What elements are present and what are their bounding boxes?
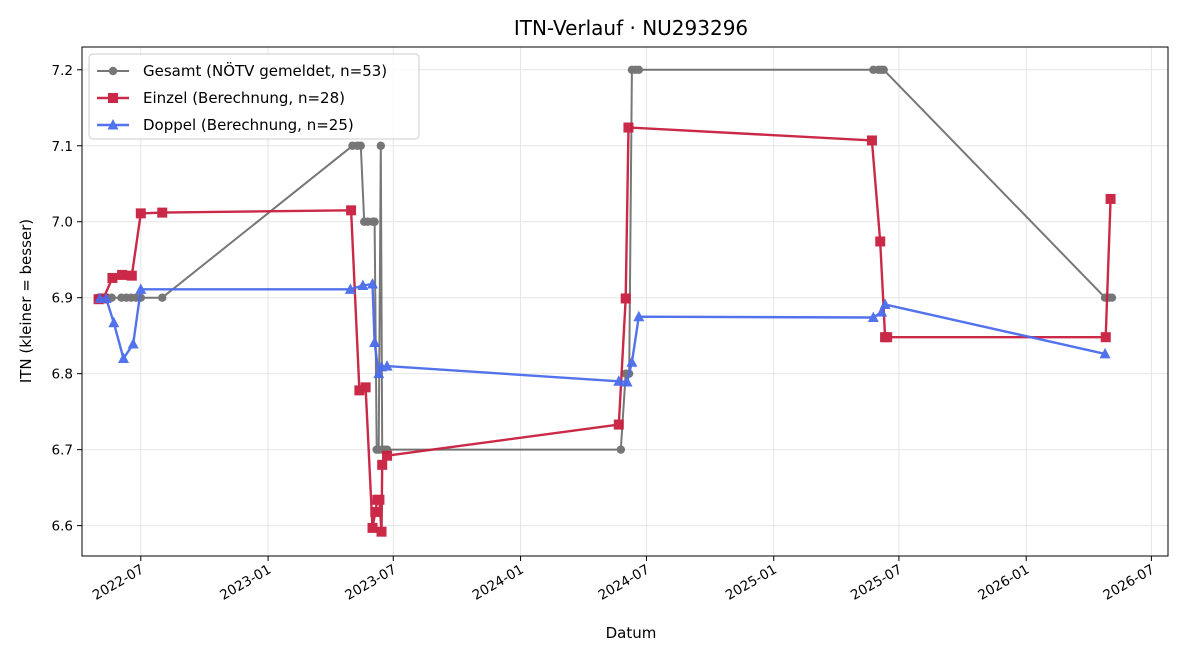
data-point-einzel (354, 385, 365, 396)
data-point-einzel (370, 506, 381, 517)
data-point-doppel (127, 338, 139, 349)
legend-label-doppel: Doppel (Berechnung, n=25) (143, 116, 354, 134)
data-point-einzel (866, 135, 877, 146)
data-point-gesamt (376, 141, 386, 150)
data-point-einzel (360, 382, 371, 393)
data-point-doppel (357, 279, 369, 291)
legend-marker (107, 119, 119, 130)
data-point-einzel (346, 205, 357, 216)
data-point-doppel (626, 356, 638, 367)
plot-frame (81, 46, 1169, 557)
data-point-gesamt (356, 141, 365, 150)
data-point-doppel (621, 376, 633, 387)
y-tick-label: 6.7 (52, 443, 73, 459)
legend: Gesamt (NÖTV gemeldet, n=53) Einzel (Bere… (88, 53, 420, 140)
legend-label-einzel: Einzel (Berechnung, n=28) (143, 89, 345, 107)
data-point-gesamt (879, 65, 888, 74)
data-point-einzel (613, 419, 624, 430)
data-point-doppel (369, 336, 381, 348)
data-point-doppel (344, 283, 356, 294)
data-point-einzel (623, 122, 634, 133)
data-point-doppel (108, 316, 120, 328)
data-point-einzel (367, 522, 378, 533)
data-point-gesamt (158, 293, 167, 302)
data-point-doppel (373, 367, 385, 379)
data-point-doppel (100, 292, 112, 303)
data-point-gesamt (370, 217, 379, 226)
data-point-doppel (879, 298, 891, 310)
chart-title: ITN-Verlauf · NU293296 (514, 16, 748, 40)
data-point-einzel (126, 270, 137, 281)
data-point-doppel (135, 283, 147, 294)
data-point-einzel (882, 332, 893, 343)
y-axis-label: ITN (kleiner = besser) (17, 219, 35, 383)
data-point-doppel (1099, 347, 1111, 359)
series-doppel (94, 278, 1111, 387)
data-point-doppel (633, 310, 645, 322)
legend-box (88, 53, 420, 140)
legend-marker (108, 66, 118, 76)
data-point-einzel (1105, 193, 1116, 204)
data-point-gesamt (616, 445, 626, 454)
y-tick-label: 7.1 (52, 139, 73, 155)
data-point-einzel (875, 236, 886, 247)
data-point-einzel (117, 269, 128, 280)
legend-swatch-doppel (97, 119, 129, 130)
data-point-einzel (620, 293, 631, 304)
legend-entries: Gesamt (NÖTV gemeldet, n=53) Einzel (Bere… (97, 61, 387, 134)
data-point-doppel (867, 311, 879, 322)
y-tick-label: 6.8 (52, 367, 73, 383)
data-point-einzel (377, 459, 388, 470)
data-point-doppel (613, 375, 625, 386)
data-point-doppel (876, 306, 888, 317)
y-tick-label: 7.2 (52, 63, 73, 79)
data-point-einzel (157, 207, 168, 218)
series-einzel (93, 122, 1116, 537)
legend-label-gesamt: Gesamt (NÖTV gemeldet, n=53) (143, 61, 387, 80)
legend-swatch-einzel (97, 93, 129, 103)
y-axis: 6.6 6.7 6.8 6.9 7.0 7.1 7.2 (52, 63, 82, 535)
y-tick-label: 6.6 (52, 519, 73, 535)
data-point-einzel (382, 450, 393, 461)
data-point-gesamt (1107, 293, 1117, 302)
legend-marker (108, 93, 118, 103)
data-point-doppel (381, 360, 393, 371)
data-point-einzel (107, 272, 118, 283)
data-point-doppel (367, 278, 379, 289)
legend-swatch-gesamt (97, 66, 129, 76)
y-tick-label: 7.0 (52, 215, 73, 231)
data-point-einzel (376, 526, 387, 537)
y-tick-label: 6.9 (52, 291, 73, 307)
data-point-einzel (374, 494, 385, 505)
data-point-einzel (135, 208, 146, 219)
x-axis-label: Datum (606, 624, 657, 642)
data-point-einzel (1100, 332, 1111, 343)
series-layer (93, 65, 1117, 537)
data-point-doppel (118, 352, 130, 363)
data-point-gesamt (634, 65, 644, 74)
